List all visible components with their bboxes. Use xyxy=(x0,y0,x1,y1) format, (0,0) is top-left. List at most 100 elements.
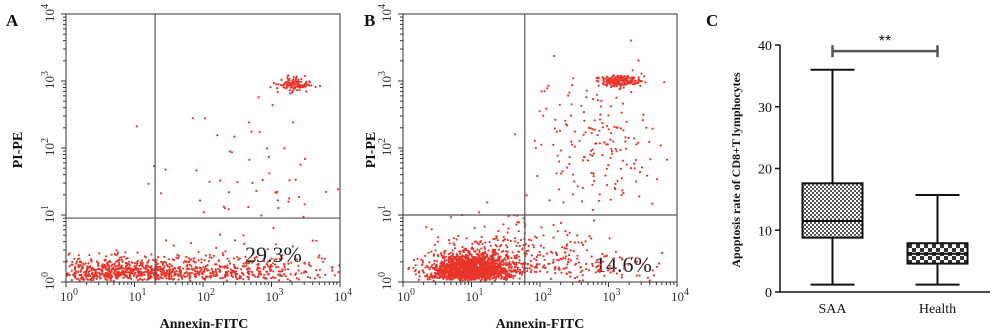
panel-a-dot xyxy=(92,278,95,282)
panel-a-dot xyxy=(274,276,277,280)
panel-a-dot xyxy=(303,203,306,206)
panel-a-dot xyxy=(226,267,229,270)
panel-b-dot xyxy=(481,272,484,275)
panel-b-dot xyxy=(483,247,487,250)
panel-b-dot xyxy=(630,91,633,94)
panel-a-dot xyxy=(136,268,139,271)
panel-a-dot xyxy=(188,272,191,275)
panel-a-dot xyxy=(255,268,259,271)
panel-b-dot xyxy=(497,230,500,233)
panel-b-dot xyxy=(534,235,537,238)
panel-b-dot xyxy=(614,182,617,185)
panel-a-dot xyxy=(236,181,239,184)
panel-b-dot xyxy=(526,269,529,272)
panel-a-dot xyxy=(237,258,240,261)
panel-b-dot xyxy=(565,266,568,269)
panel-a-dot xyxy=(202,266,205,269)
panel-a-dot xyxy=(146,270,149,273)
panel-b-y-tick-label: 102 xyxy=(377,138,394,156)
panel-b-dot xyxy=(475,261,478,264)
panel-a-dot xyxy=(178,254,181,258)
panel-a-dot xyxy=(243,265,246,268)
panel-b-dot xyxy=(619,127,623,130)
panel-b-dot xyxy=(620,193,623,197)
panel-a-dot xyxy=(227,270,230,273)
panel-b-dot xyxy=(478,211,481,214)
panel-a-dot xyxy=(289,279,292,282)
panel-b-dot xyxy=(515,261,518,264)
panel-b-dot xyxy=(489,273,492,277)
panel-a-dot xyxy=(160,267,163,270)
panel-b-dot xyxy=(539,270,542,273)
panel-a-dot xyxy=(246,259,249,262)
panel-a-dot xyxy=(294,78,298,81)
panel-b-dot xyxy=(475,270,479,273)
panel-a-dot xyxy=(129,277,132,280)
panel-a-dot xyxy=(66,272,69,275)
panel-a-dot xyxy=(60,276,62,278)
panel-a-dot xyxy=(294,178,297,181)
panel-b-dot xyxy=(551,261,555,264)
panel-b-dot xyxy=(590,255,593,258)
panel-a-dot xyxy=(117,271,120,274)
panel-a-dot xyxy=(75,260,79,263)
panel-a-dot xyxy=(230,151,233,154)
panel-b-dot xyxy=(509,270,512,273)
panel-b-dot xyxy=(618,79,622,82)
panel-a-dot xyxy=(113,262,116,265)
panel-b-dot xyxy=(540,143,543,146)
panel-b-dot xyxy=(506,231,509,234)
panel-b-dot xyxy=(530,269,533,272)
panel-b-dot xyxy=(625,77,629,80)
panel-b-dot xyxy=(505,278,508,281)
panel-b-dot xyxy=(479,271,482,274)
panel-b-dot xyxy=(621,159,625,162)
panel-b-dot xyxy=(491,261,494,264)
panel-b-dot xyxy=(425,226,428,229)
panel-a-dot xyxy=(135,275,138,278)
panel-b-dot xyxy=(472,247,475,251)
panel-a-dot xyxy=(265,270,268,273)
panel-b-dot xyxy=(449,260,453,263)
panel-b-dot xyxy=(451,254,454,258)
panel-b-dot xyxy=(467,249,470,252)
panel-b-dot xyxy=(515,263,518,266)
panel-b-dot xyxy=(504,269,507,272)
panel-b-dot xyxy=(412,258,415,261)
panel-b-dot xyxy=(567,260,570,263)
panel-a-dot xyxy=(172,244,175,247)
panel-b-dot xyxy=(562,267,565,270)
panel-b-dot xyxy=(585,262,588,265)
panel-b-dot xyxy=(573,241,576,244)
panel-a-dot xyxy=(251,273,254,276)
panel-a-dot xyxy=(170,264,174,268)
panel-b-dot xyxy=(530,239,533,242)
panel-b-dot xyxy=(609,156,612,159)
panel-b-dot xyxy=(454,273,457,276)
panel-a-dot xyxy=(286,278,289,281)
panel-a-x-tick-label: 104 xyxy=(334,287,352,304)
panel-b-dot xyxy=(449,271,452,274)
panel-c-y-tick-label: 10 xyxy=(758,224,772,239)
panel-b-dot xyxy=(576,275,579,278)
panel-b-dot xyxy=(591,183,594,186)
panel-b-dot xyxy=(536,263,539,266)
panel-b-dot xyxy=(480,235,483,239)
panel-a-dot xyxy=(129,267,132,270)
panel-a-dot xyxy=(29,273,31,275)
panel-a-dot xyxy=(73,257,76,260)
panel-a-dot xyxy=(189,242,193,245)
panel-a-dot xyxy=(126,257,129,260)
panel-a-dot xyxy=(200,268,203,271)
panel-b-dot xyxy=(481,254,484,257)
panel-a-dot xyxy=(262,276,265,279)
panel-a-dot xyxy=(141,278,144,282)
panel-a-dot xyxy=(267,156,270,159)
panel-b-dot xyxy=(474,269,477,272)
panel-b-plot-frame xyxy=(402,13,678,283)
panel-b-dot xyxy=(559,149,563,152)
panel-a-dot xyxy=(303,270,307,273)
panel-a-dot xyxy=(275,83,278,86)
panel-b-dot xyxy=(620,273,624,276)
panel-b-dot xyxy=(635,274,639,277)
